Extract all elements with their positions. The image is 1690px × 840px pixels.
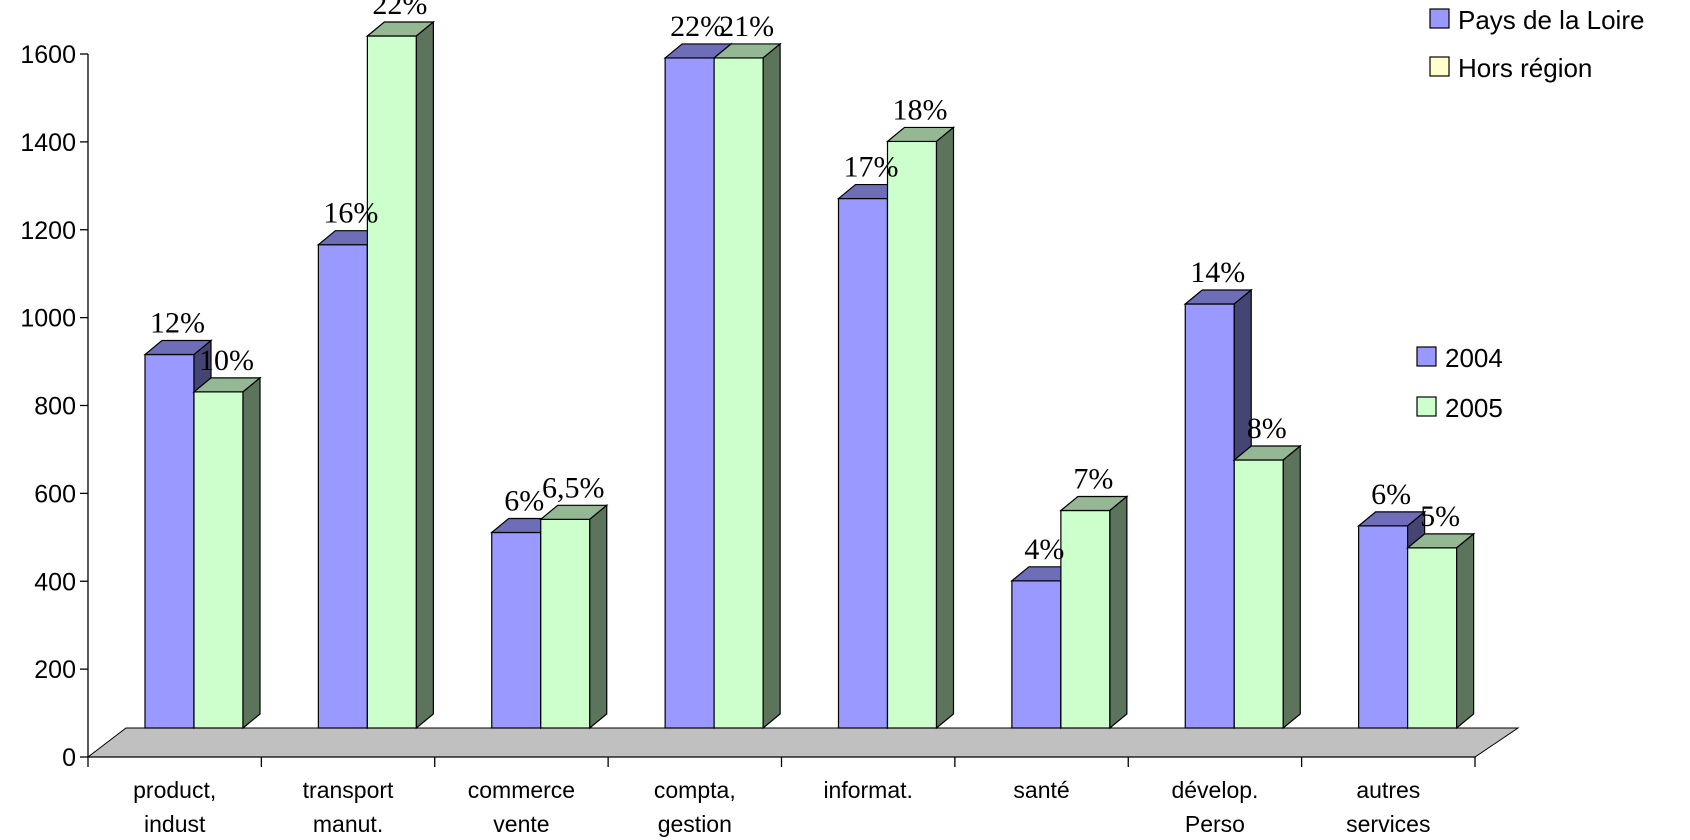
bar-front [1011, 580, 1062, 729]
data-label: 6% [504, 484, 544, 517]
x-category-line: manut. [313, 811, 383, 837]
bar-front [1060, 509, 1111, 729]
data-label: 5% [1420, 500, 1460, 533]
x-category-line: indust [144, 811, 206, 837]
data-label: 22% [372, 0, 427, 21]
legend-right-swatch [1416, 346, 1437, 367]
x-category-line: services [1346, 811, 1430, 837]
y-tick-label: 1200 [20, 217, 76, 245]
bar-2005 [365, 20, 436, 730]
data-label: 4% [1024, 533, 1064, 566]
y-tick-label: 800 [34, 393, 76, 421]
data-label: 17% [844, 151, 899, 184]
bar-front [366, 35, 417, 729]
x-category-line: vente [493, 811, 549, 837]
bar-front [1407, 547, 1458, 729]
x-category-line: santé [1013, 777, 1069, 803]
data-label: 12% [150, 307, 205, 340]
chart-floor [86, 727, 1520, 758]
legend-top-swatch [1429, 56, 1450, 77]
bar-front [713, 57, 764, 729]
legend-right-swatch [1416, 396, 1437, 417]
bar-2005 [885, 126, 956, 730]
data-label: 6% [1371, 478, 1411, 511]
bar-2005 [1232, 444, 1302, 730]
bar-2005 [539, 504, 609, 730]
bar-front [1233, 459, 1284, 729]
y-tick-label: 0 [62, 744, 76, 772]
legend-right-label: 2004 [1445, 343, 1503, 373]
bar-front [837, 197, 889, 729]
bar-side [415, 20, 434, 730]
x-category-line: informat. [823, 777, 912, 803]
bar-2005 [192, 376, 262, 730]
x-category-label: transport manut. [303, 777, 394, 837]
bar-side [242, 376, 261, 730]
legend-top-label: Hors région [1458, 53, 1592, 83]
bar-front [144, 353, 195, 729]
y-tick-label: 1400 [20, 129, 76, 157]
bar-front [1184, 303, 1235, 729]
bar-front [491, 531, 542, 729]
bar-front [886, 140, 938, 729]
bar-side [589, 504, 608, 730]
x-category-line: commerce [468, 777, 575, 803]
legend-right-label: 2005 [1445, 393, 1503, 423]
bar-front [317, 244, 368, 729]
legend-top-swatch [1429, 8, 1450, 29]
data-label: 14% [1190, 256, 1245, 289]
data-label: 21% [719, 10, 774, 43]
x-category-line: gestion [658, 811, 732, 837]
x-category-line: autres [1356, 777, 1420, 803]
y-tick-label: 1600 [20, 41, 76, 69]
bar-front [1358, 525, 1409, 729]
x-category-label: informat. [823, 777, 912, 803]
x-category-line: Perso [1185, 811, 1245, 837]
y-tick-label: 1000 [20, 305, 76, 333]
y-tick-label: 600 [34, 480, 76, 508]
x-category-label: autres services [1346, 777, 1430, 837]
data-label: 7% [1073, 463, 1113, 496]
bar-front [664, 57, 715, 729]
bar-side [762, 42, 781, 730]
data-label: 10% [199, 344, 254, 377]
data-label: 6,5% [542, 471, 605, 504]
data-label: 22% [670, 10, 725, 43]
x-category-line: transport [303, 777, 394, 803]
data-label: 18% [893, 93, 948, 126]
bar-side [1456, 532, 1475, 730]
x-category-line: compta, [654, 777, 736, 803]
bar-front [193, 391, 244, 729]
bar-2005 [1405, 532, 1476, 730]
bar-2005 [1059, 495, 1129, 730]
bar-side [1282, 444, 1301, 730]
data-label: 16% [323, 197, 378, 230]
x-category-label: commerce vente [468, 777, 575, 837]
bar-2005 [712, 42, 782, 730]
x-category-label: dévelop. Perso [1171, 777, 1258, 837]
bar-side [1109, 495, 1128, 730]
y-tick-label: 200 [34, 656, 76, 684]
bar-side [935, 126, 955, 730]
y-tick-label: 400 [34, 568, 76, 596]
legend-top-label: Pays de la Loire [1458, 5, 1644, 35]
x-category-label: compta, gestion [654, 777, 736, 837]
x-category-label: santé [1013, 777, 1069, 803]
data-label: 8% [1247, 412, 1287, 445]
bar-front [540, 518, 591, 729]
x-category-label: product, indust [133, 777, 216, 837]
x-category-line: product, [133, 777, 216, 803]
x-category-line: dévelop. [1171, 777, 1258, 803]
